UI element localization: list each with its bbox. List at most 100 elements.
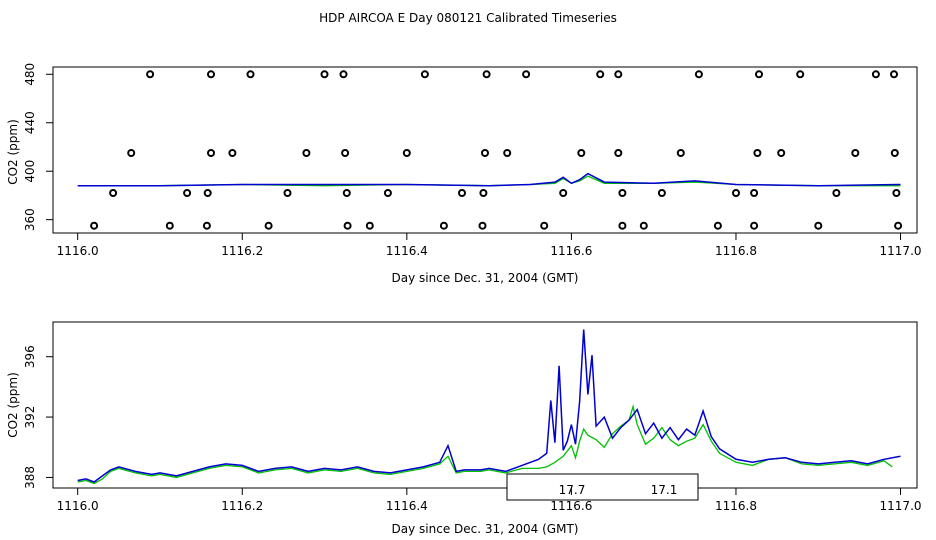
legend-label-2: 17.1 — [651, 483, 678, 497]
data-point — [109, 189, 118, 197]
data-point — [753, 149, 762, 157]
data-point — [365, 221, 374, 230]
y-tick-label: 388 — [23, 466, 37, 489]
top-panel: 1116.0 1116.2 1116.4 1116.6 1116.8 1117.0 360… — [6, 63, 922, 285]
data-point — [207, 149, 215, 157]
x-tick-label: 1116.8 — [715, 244, 757, 258]
legend-label-1: 17.7 — [559, 483, 586, 497]
data-point — [755, 70, 763, 79]
data-point — [892, 189, 901, 197]
data-point — [614, 149, 623, 157]
data-point — [481, 149, 489, 157]
data-point — [614, 70, 623, 79]
y-tick-label: 392 — [23, 406, 37, 429]
data-point — [732, 189, 740, 197]
data-point — [342, 189, 351, 197]
y-tick-label: 396 — [23, 345, 37, 368]
top-plot-frame — [52, 66, 918, 234]
x-tick-label: 1116.8 — [715, 499, 757, 513]
data-point — [283, 189, 292, 197]
bottom-series-lines — [77, 329, 901, 485]
data-point — [796, 70, 805, 79]
data-point — [559, 189, 568, 197]
x-tick-label: 1116.4 — [386, 499, 428, 513]
bottom-x-axis: 1116.0 1116.2 1116.4 1116.6 1116.8 1117.0 — [57, 488, 922, 513]
data-point — [851, 149, 860, 157]
data-point — [814, 221, 823, 230]
bottom-panel: 17.7 17.1 1116.0 1116.2 1116.4 1116.6 1116.8… — [6, 321, 922, 536]
data-point — [320, 70, 329, 79]
data-point — [343, 221, 352, 230]
data-point — [146, 70, 155, 79]
data-point — [871, 70, 880, 79]
bottom-y-axis-title: CO2 (ppm) — [6, 372, 20, 438]
series-line-green — [77, 403, 893, 485]
data-point — [202, 221, 211, 230]
data-point — [264, 221, 273, 230]
data-point — [676, 149, 685, 157]
data-point — [713, 221, 722, 230]
data-point — [777, 149, 786, 157]
data-point — [832, 189, 841, 197]
data-point — [127, 149, 136, 157]
data-point — [341, 149, 350, 157]
data-point — [479, 189, 488, 197]
data-point — [228, 149, 237, 157]
bottom-y-axis: 388 392 396 — [23, 345, 53, 489]
x-tick-label: 1116.6 — [550, 499, 592, 513]
data-point — [246, 70, 255, 79]
data-point — [420, 70, 429, 79]
data-point — [207, 70, 215, 79]
top-x-axis-title: Day since Dec. 31, 2004 (GMT) — [392, 271, 579, 285]
x-tick-label: 1116.0 — [57, 499, 99, 513]
data-point — [383, 189, 392, 197]
data-point — [503, 149, 512, 157]
data-point — [439, 221, 448, 230]
y-tick-label: 360 — [23, 208, 37, 231]
y-tick-label: 480 — [23, 63, 37, 86]
x-tick-label: 1117.0 — [880, 244, 922, 258]
data-point — [203, 189, 212, 197]
data-point — [478, 221, 487, 230]
x-tick-label: 1117.0 — [880, 499, 922, 513]
y-tick-label: 400 — [23, 160, 37, 183]
data-point — [694, 70, 703, 79]
data-point — [540, 221, 549, 230]
data-point — [618, 189, 627, 197]
y-tick-label: 440 — [23, 111, 37, 134]
figure-title: HDP AIRCOA E Day 080121 Calibrated Times… — [319, 11, 617, 25]
data-point — [302, 149, 311, 157]
data-point — [639, 221, 648, 230]
data-point — [339, 70, 348, 79]
series-line-blue — [77, 329, 901, 483]
top-scatter-points — [90, 70, 903, 230]
data-point — [165, 221, 174, 230]
x-tick-label: 1116.0 — [57, 244, 99, 258]
data-point — [183, 189, 192, 197]
data-point — [90, 221, 99, 230]
data-point — [894, 221, 903, 230]
data-point — [750, 189, 759, 197]
legend: 17.7 17.1 — [506, 473, 699, 501]
x-tick-label: 1116.6 — [550, 244, 592, 258]
top-y-axis: 360 400 440 480 — [23, 63, 53, 231]
series-line-green — [77, 175, 901, 187]
data-point — [577, 149, 586, 157]
x-tick-label: 1116.4 — [386, 244, 428, 258]
data-point — [522, 70, 531, 79]
top-x-axis: 1116.0 1116.2 1116.4 1116.6 1116.8 1117.0 — [57, 233, 922, 258]
data-point — [618, 221, 627, 230]
data-point — [596, 70, 605, 79]
data-point — [890, 70, 898, 79]
bottom-x-axis-title: Day since Dec. 31, 2004 (GMT) — [392, 522, 579, 536]
top-y-axis-title: CO2 (ppm) — [6, 119, 20, 185]
data-point — [482, 70, 491, 79]
bottom-plot-frame — [52, 321, 918, 489]
x-tick-label: 1116.2 — [221, 499, 263, 513]
legend-box — [506, 473, 699, 501]
data-point — [890, 149, 899, 157]
x-tick-label: 1116.2 — [221, 244, 263, 258]
data-point — [458, 189, 466, 197]
data-point — [402, 149, 411, 157]
